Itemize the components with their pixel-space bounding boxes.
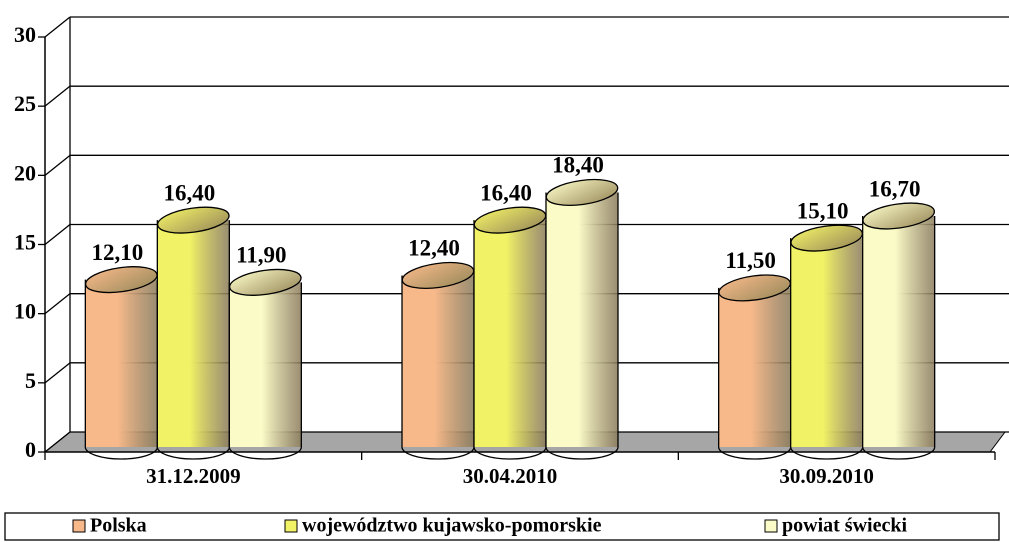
bar [228, 268, 302, 460]
bar [473, 206, 547, 460]
tick-mark [44, 223, 71, 246]
x-tick-label: 30.04.2010 [463, 464, 558, 488]
bar [84, 266, 158, 460]
value-label: 18,40 [552, 153, 604, 178]
y-tick-label: 25 [14, 91, 36, 116]
value-label: 16,70 [869, 176, 921, 201]
tick-mark [44, 154, 71, 176]
y-tick-label: 0 [25, 437, 36, 462]
value-label: 16,40 [163, 180, 215, 205]
tick-mark [44, 16, 71, 38]
value-label: 12,10 [91, 240, 143, 265]
bar [156, 206, 230, 460]
bar [862, 202, 936, 460]
legend-label: województwo kujawsko-pomorskie [302, 515, 602, 537]
legend-swatch [284, 519, 298, 533]
tick-mark [44, 293, 71, 315]
bar [401, 261, 475, 460]
y-tick-label: 15 [14, 230, 36, 255]
value-label: 16,40 [480, 180, 532, 205]
y-tick-label: 20 [14, 160, 36, 185]
x-tick-label: 31.12.2009 [146, 464, 241, 488]
bar [545, 178, 619, 460]
bar [790, 224, 864, 460]
tick-mark [44, 362, 71, 384]
legend-label: powiat świecki [782, 515, 907, 537]
x-tick-label: 30.09.2010 [779, 464, 874, 488]
y-tick-label: 5 [25, 368, 36, 393]
value-label: 11,50 [725, 248, 775, 273]
bar [718, 274, 792, 460]
y-tick-label: 10 [14, 299, 36, 324]
value-label: 15,10 [797, 198, 849, 223]
value-label: 11,90 [236, 243, 286, 268]
legend-swatch [72, 519, 86, 533]
tick-mark [44, 85, 71, 107]
legend-box [4, 512, 1000, 541]
value-label: 12,40 [408, 236, 460, 261]
y-tick-label: 30 [14, 22, 36, 47]
tick-mark [44, 431, 71, 453]
legend-swatch [764, 519, 778, 533]
legend-label: Polska [90, 515, 147, 537]
